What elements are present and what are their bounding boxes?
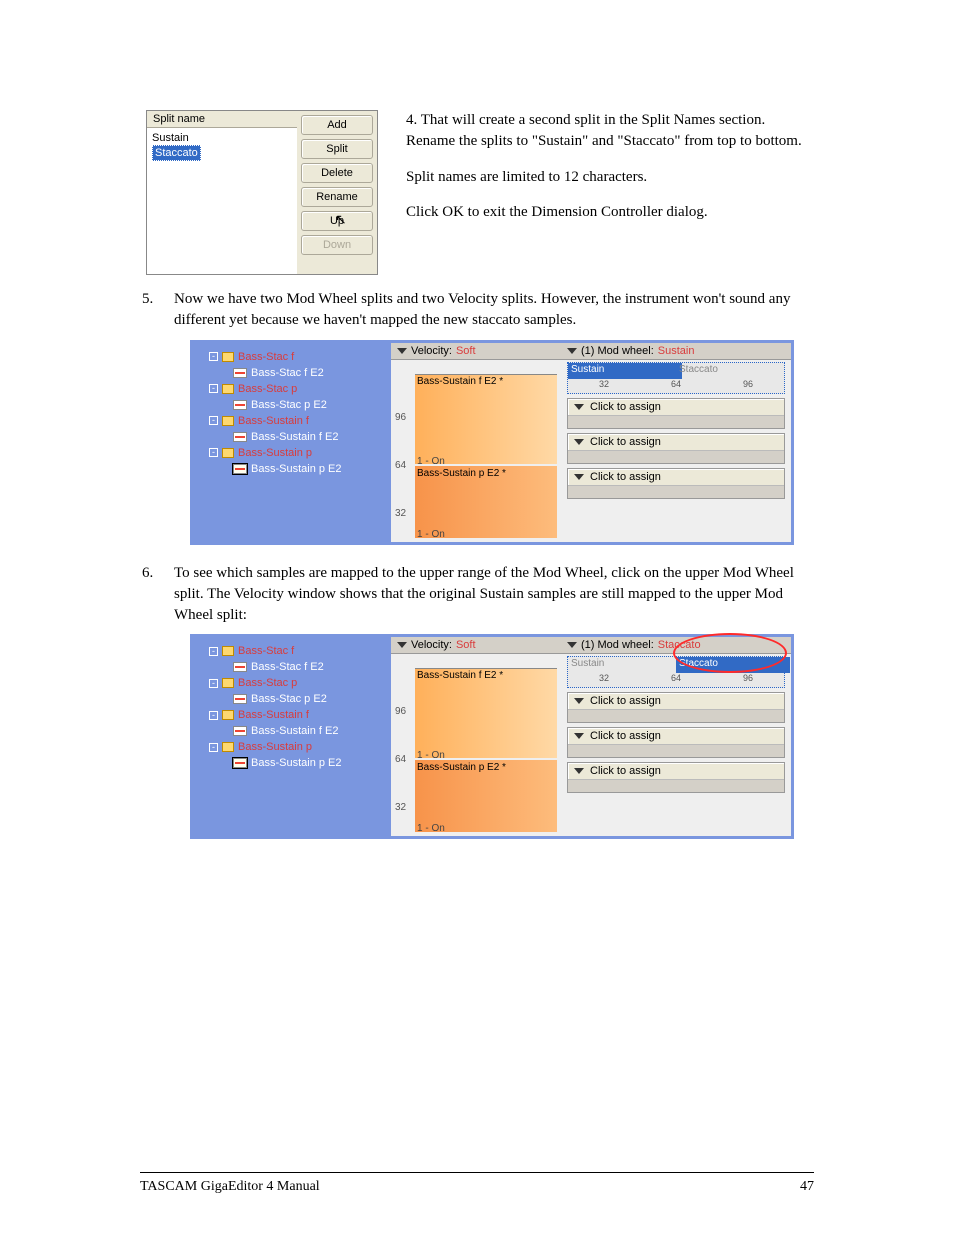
velocity-header[interactable]: Velocity: Soft	[391, 343, 561, 360]
folder-icon	[222, 384, 234, 394]
wave-icon	[233, 368, 247, 378]
paragraph-4c: Click OK to exit the Dimension Controlle…	[406, 202, 814, 223]
paragraph-5: Now we have two Mod Wheel splits and two…	[174, 289, 814, 332]
split-button[interactable]: Split	[301, 139, 373, 159]
folder-icon	[222, 448, 234, 458]
wave-icon	[233, 662, 247, 672]
chevron-down-icon	[574, 474, 584, 480]
tree-sample-label[interactable]: Bass-Stac f E2	[251, 661, 324, 673]
tree-sample-label[interactable]: Bass-Sustain f E2	[251, 431, 338, 443]
list-number-5: 5.	[142, 289, 156, 332]
tree-folder-label[interactable]: Bass-Stac f	[238, 351, 294, 363]
split-item-staccato[interactable]: Staccato	[152, 145, 201, 161]
modwheel-seg-sustain[interactable]: Sustain	[568, 363, 682, 379]
tree-sample-label[interactable]: Bass-Stac p E2	[251, 399, 327, 411]
modwheel-ruler[interactable]: Sustain Staccato 326496	[567, 362, 785, 394]
tree-folder-label[interactable]: Bass-Stac f	[238, 645, 294, 657]
tree-sample-label[interactable]: Bass-Stac f E2	[251, 367, 324, 379]
expander-icon[interactable]: -	[209, 384, 218, 393]
velocity-region-upper[interactable]	[415, 374, 557, 464]
assign-slot-1[interactable]: Click to assign	[567, 692, 785, 723]
modwheel-seg-sustain[interactable]: Sustain	[568, 657, 682, 673]
assign-slot-3[interactable]: Click to assign	[567, 762, 785, 793]
expander-icon[interactable]: -	[209, 711, 218, 720]
wave-icon	[233, 464, 247, 474]
folder-icon	[222, 742, 234, 752]
chevron-down-icon	[574, 698, 584, 704]
tree-folder-label[interactable]: Bass-Stac p	[238, 677, 297, 689]
folder-icon	[222, 646, 234, 656]
tree-folder-label[interactable]: Bass-Sustain p	[238, 741, 312, 753]
expander-icon[interactable]: -	[209, 448, 218, 457]
footer-title: TASCAM GigaEditor 4 Manual	[140, 1179, 320, 1195]
modwheel-pane: (1) Mod wheel: Sustain Sustain Staccato …	[561, 343, 791, 542]
tree-sample-label[interactable]: Bass-Stac p E2	[251, 693, 327, 705]
split-list-header: Split name	[147, 111, 297, 128]
tree-sample-label[interactable]: Bass-Sustain p E2	[251, 463, 342, 475]
split-item-sustain[interactable]: Sustain	[152, 131, 292, 145]
modwheel-pane: (1) Mod wheel: Staccato Sustain Staccato…	[561, 637, 791, 836]
wave-icon	[233, 432, 247, 442]
down-button: Down	[301, 235, 373, 255]
assign-slot-3[interactable]: Click to assign	[567, 468, 785, 499]
chevron-down-icon	[567, 348, 577, 354]
folder-icon	[222, 678, 234, 688]
chevron-down-icon	[574, 404, 584, 410]
folder-icon	[222, 416, 234, 426]
chevron-down-icon	[574, 733, 584, 739]
split-name-dialog: Split name Sustain Staccato Add Split De…	[146, 110, 378, 275]
folder-icon	[222, 710, 234, 720]
paragraph-6: To see which samples are mapped to the u…	[174, 563, 814, 627]
paragraph-4: 4. That will create a second split in th…	[406, 110, 814, 153]
expander-icon[interactable]: -	[209, 679, 218, 688]
list-number-6: 6.	[142, 563, 156, 627]
editor-panel-2: - Bass-Stac f Bass-Stac f E2 - Bass-Stac p Ba…	[190, 634, 794, 839]
editor-panel-1: - Bass-Stac f Bass-Stac f E2 - Bass-Stac p Ba…	[190, 340, 794, 545]
wave-icon	[233, 694, 247, 704]
wave-icon	[233, 400, 247, 410]
sample-tree[interactable]: - Bass-Stac f Bass-Stac f E2 - Bass-Stac p Ba…	[193, 343, 391, 542]
rename-button[interactable]: Rename	[301, 187, 373, 207]
up-button[interactable]: Up	[301, 211, 373, 231]
assign-slot-2[interactable]: Click to assign	[567, 433, 785, 464]
sample-tree[interactable]: - Bass-Stac f Bass-Stac f E2 - Bass-Stac p Ba…	[193, 637, 391, 836]
assign-slot-2[interactable]: Click to assign	[567, 727, 785, 758]
tree-sample-label[interactable]: Bass-Sustain f E2	[251, 725, 338, 737]
tree-folder-label[interactable]: Bass-Stac p	[238, 383, 297, 395]
velocity-header[interactable]: Velocity: Soft	[391, 637, 561, 654]
chevron-down-icon	[397, 642, 407, 648]
paragraph-4b: Split names are limited to 12 characters…	[406, 167, 814, 188]
modwheel-seg-staccato[interactable]: Staccato	[676, 363, 790, 379]
expander-icon[interactable]: -	[209, 743, 218, 752]
add-button[interactable]: Add	[301, 115, 373, 135]
wave-icon	[233, 726, 247, 736]
page-number: 47	[800, 1179, 814, 1195]
tree-folder-label[interactable]: Bass-Sustain f	[238, 415, 309, 427]
velocity-pane: Velocity: Soft Bass-Sustain f E2 * 1 - O…	[391, 343, 561, 542]
expander-icon[interactable]: -	[209, 352, 218, 361]
wave-icon	[233, 758, 247, 768]
assign-slot-1[interactable]: Click to assign	[567, 398, 785, 429]
tree-folder-label[interactable]: Bass-Sustain p	[238, 447, 312, 459]
velocity-pane: Velocity: Soft Bass-Sustain f E2 * 1 - O…	[391, 637, 561, 836]
tree-folder-label[interactable]: Bass-Sustain f	[238, 709, 309, 721]
delete-button[interactable]: Delete	[301, 163, 373, 183]
split-list[interactable]: Sustain Staccato	[147, 128, 297, 274]
velocity-region-upper[interactable]	[415, 668, 557, 758]
chevron-down-icon	[567, 642, 577, 648]
chevron-down-icon	[574, 439, 584, 445]
expander-icon[interactable]: -	[209, 416, 218, 425]
folder-icon	[222, 352, 234, 362]
expander-icon[interactable]: -	[209, 647, 218, 656]
modwheel-header[interactable]: (1) Mod wheel: Sustain	[561, 343, 791, 360]
chevron-down-icon	[574, 768, 584, 774]
tree-sample-label[interactable]: Bass-Sustain p E2	[251, 757, 342, 769]
chevron-down-icon	[397, 348, 407, 354]
